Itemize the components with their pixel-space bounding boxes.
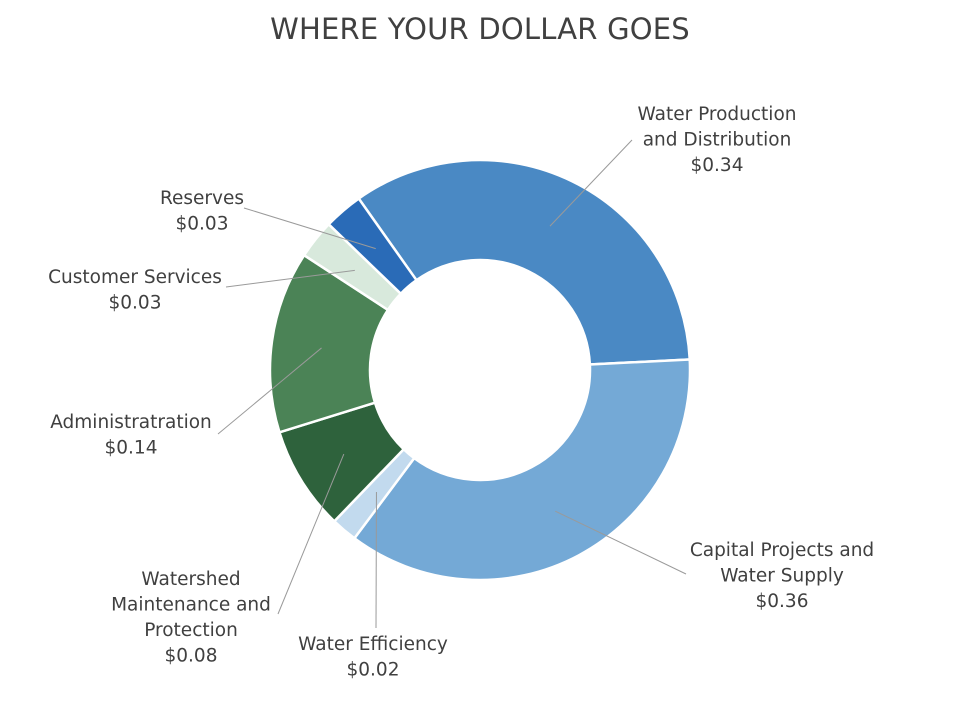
data-label-value: $0.02 (347, 660, 400, 681)
leader-line (217, 347, 322, 435)
data-label: Water Production and Distribution $0.34 (638, 104, 797, 176)
data-label-category: Capital Projects and (690, 540, 874, 561)
data-label-value: $0.03 (109, 293, 162, 314)
leader-line (225, 269, 355, 288)
data-label-category: and Distribution (643, 130, 792, 151)
data-label: Water Efficiency $0.02 (298, 634, 448, 681)
data-label-category: Water Efficiency (298, 634, 448, 655)
chart-title: WHERE YOUR DOLLAR GOES (270, 12, 690, 46)
data-label: Administratration $0.14 (50, 412, 212, 459)
data-label-value: $0.34 (691, 155, 744, 176)
data-label: Reserves $0.03 (160, 188, 244, 235)
data-label-value: $0.08 (165, 646, 218, 667)
leader-line (243, 207, 376, 250)
data-label-category: Watershed (141, 569, 240, 590)
leader-line (555, 510, 687, 575)
data-label-category: Water Production (638, 104, 797, 125)
data-label-category: Maintenance and (111, 595, 271, 616)
donut-slice (356, 158, 692, 366)
data-label: Watershed Maintenance and Protection $0.08 (111, 569, 271, 667)
donut-slice (352, 358, 692, 582)
data-label-value: $0.36 (756, 591, 809, 612)
data-label-category: Customer Services (48, 267, 222, 288)
leader-line (277, 453, 345, 615)
data-label-value: $0.14 (105, 438, 158, 459)
data-label-value: $0.03 (176, 214, 229, 235)
data-label-category: Water Supply (720, 566, 844, 587)
leader-line (549, 139, 633, 227)
data-label: Capital Projects and Water Supply $0.36 (690, 540, 874, 612)
data-label-category: Administratration (50, 412, 212, 433)
donut-slice (326, 196, 419, 296)
data-label: Customer Services $0.03 (48, 267, 222, 314)
data-label-category: Protection (144, 620, 238, 641)
data-label-category: Reserves (160, 188, 244, 209)
